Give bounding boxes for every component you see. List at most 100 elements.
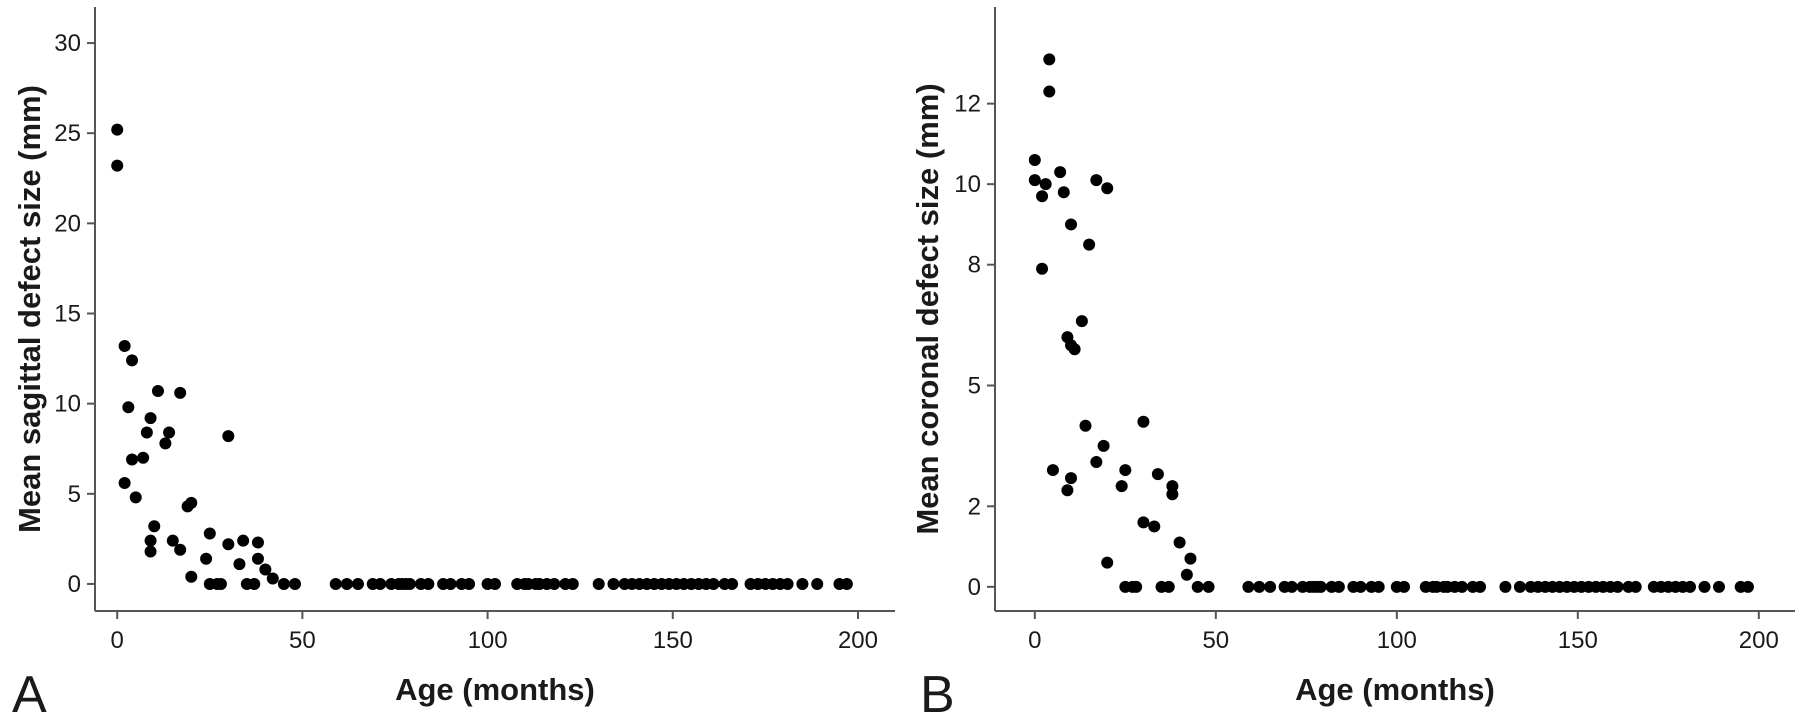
panel-b-data-point <box>1173 536 1186 549</box>
panel-a-data-point <box>122 401 135 414</box>
panel-b-data-point <box>1101 556 1114 569</box>
panel-b-data-point <box>1036 190 1049 203</box>
panel-b-data-point <box>1629 580 1642 593</box>
panel-a-data-point <box>566 577 579 590</box>
panel-b-data-point <box>1474 580 1487 593</box>
panel-b-y-tick-label: 5 <box>968 373 981 400</box>
panel-b-y-tick-label: 2 <box>968 493 981 520</box>
panel-b-y-axis-title: Mean coronal defect size (mm) <box>910 83 945 534</box>
panel-b-coronal-plot: 0 50 100 150 200 0 2 5 8 10 12 Age (months) Mean c… <box>910 7 1795 724</box>
panel-a-data-point <box>126 354 139 367</box>
panel-a-y-tick-label: 0 <box>68 571 81 598</box>
panel-a-x-tick-label: 150 <box>653 627 693 654</box>
panel-b-data-point <box>1043 53 1056 66</box>
panel-a-data-point <box>463 577 476 590</box>
panel-b-data-point <box>1253 580 1266 593</box>
panel-b-data-points <box>1028 53 1754 593</box>
panel-b-data-point <box>1119 464 1132 477</box>
panel-b-x-tick-label: 0 <box>1028 627 1041 654</box>
panel-a-data-point <box>144 534 157 547</box>
panel-b-data-point <box>1166 488 1179 501</box>
panel-a-y-tick-label: 30 <box>54 30 81 57</box>
panel-b-y-tick-label: 0 <box>968 574 981 601</box>
panel-a-data-point <box>840 577 853 590</box>
panel-a-data-point <box>796 577 809 590</box>
panel-b-data-point <box>1137 415 1150 428</box>
panel-a-ticks: 0 50 100 150 200 0 5 10 15 20 25 30 <box>54 30 878 654</box>
panel-a-data-point <box>237 534 250 547</box>
panel-b-data-point <box>1028 154 1041 167</box>
panel-a-sagittal-plot: 0 50 100 150 200 0 5 10 15 20 25 30 Age (months) Me… <box>12 7 895 724</box>
panel-b-data-point <box>1332 580 1345 593</box>
panel-b-data-point <box>1054 166 1067 179</box>
panel-b-y-tick-label: 12 <box>954 91 981 118</box>
panel-a-y-axis-title: Mean sagittal defect size (mm) <box>12 85 47 533</box>
panel-a-data-point <box>422 577 435 590</box>
panel-a-data-point <box>126 453 139 466</box>
panel-b-data-point <box>1079 419 1092 432</box>
panel-b-data-point <box>1151 468 1164 481</box>
panel-a-data-point <box>203 527 216 540</box>
panel-a-data-point <box>259 563 272 576</box>
panel-b-y-tick-label: 10 <box>954 171 981 198</box>
panel-a-x-tick-label: 100 <box>468 627 508 654</box>
panel-a-data-point <box>340 577 353 590</box>
panel-a-x-tick-label: 200 <box>838 627 878 654</box>
panel-b-data-point <box>1513 580 1526 593</box>
panel-b-data-point <box>1611 580 1624 593</box>
panel-a-x-axis-title: Age (months) <box>395 672 595 707</box>
panel-b-data-point <box>1285 580 1298 593</box>
panel-b-data-point <box>1684 580 1697 593</box>
panel-a-data-point <box>174 386 187 399</box>
panel-b-data-point <box>1115 480 1128 493</box>
panel-b-data-point <box>1046 464 1059 477</box>
panel-a-data-point <box>200 552 213 565</box>
panel-a-data-point <box>374 577 387 590</box>
panel-a-plot-area <box>95 7 895 611</box>
panel-a-data-point <box>233 558 246 571</box>
panel-a-data-point <box>489 577 501 590</box>
panel-b-data-point <box>1065 218 1078 231</box>
panel-a-data-point <box>214 577 227 590</box>
panel-a-data-point <box>111 159 124 172</box>
panel-a-data-point <box>607 577 620 590</box>
panel-a-data-point <box>222 538 235 551</box>
panel-a-y-tick-label: 20 <box>54 210 81 237</box>
panel-b-data-point <box>1372 580 1385 593</box>
panel-a-x-tick-label: 50 <box>289 627 316 654</box>
panel-b-data-point <box>1202 580 1215 593</box>
panel-a-data-point <box>222 430 235 443</box>
panel-b-data-point <box>1314 580 1327 593</box>
panel-a-data-point <box>251 552 264 565</box>
panel-a-data-point <box>148 520 161 533</box>
panel-a-letter: A <box>12 666 47 724</box>
panel-b-data-point <box>1712 580 1725 593</box>
panel-a-x-tick-label: 0 <box>111 627 124 654</box>
panel-b-data-point <box>1097 439 1110 452</box>
panel-a-data-point <box>144 412 157 425</box>
panel-a-data-point <box>811 577 824 590</box>
panel-b-data-point <box>1065 472 1078 485</box>
panel-a-data-point <box>163 426 176 439</box>
panel-a-data-point <box>444 577 457 590</box>
panel-a-data-point <box>140 426 153 439</box>
panel-b-data-point <box>1043 85 1056 98</box>
panel-b-data-point <box>1499 580 1512 593</box>
panel-b-data-point <box>1180 568 1193 581</box>
panel-b-data-point <box>1057 186 1070 199</box>
panel-a-data-point <box>137 451 150 464</box>
panel-b-x-tick-label: 50 <box>1202 627 1229 654</box>
panel-a-data-point <box>592 577 605 590</box>
panel-a-data-point <box>185 570 198 583</box>
panel-b-data-point <box>1061 484 1074 497</box>
panel-a-data-point <box>174 543 187 556</box>
panel-b-data-point <box>1242 580 1255 593</box>
panel-a-data-point <box>781 577 794 590</box>
panel-b-data-point <box>1148 520 1161 533</box>
panel-b-data-point <box>1741 580 1754 593</box>
panel-b-data-point <box>1184 552 1197 565</box>
panel-a-data-point <box>726 577 739 590</box>
panel-a-data-point <box>403 577 416 590</box>
panel-b-x-tick-label: 100 <box>1377 627 1417 654</box>
panel-b-data-point <box>1028 174 1041 187</box>
